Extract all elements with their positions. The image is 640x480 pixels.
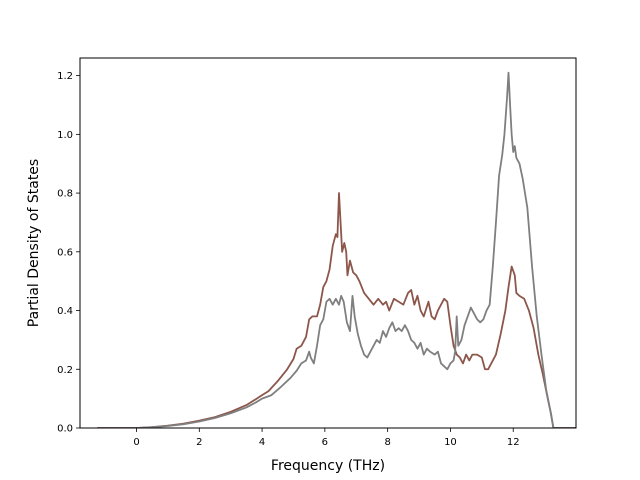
x-tick-label: 10: [444, 437, 457, 448]
y-tick-label: 0.4: [57, 306, 73, 317]
y-tick-label: 1.0: [57, 130, 73, 141]
y-tick-label: 0.6: [57, 247, 73, 258]
series-line-1: [97, 192, 576, 428]
x-tick-label: 8: [384, 437, 390, 448]
y-tick-label: 0.2: [57, 365, 73, 376]
series-layer: [97, 71, 576, 428]
x-tick-label: 6: [322, 437, 328, 448]
y-tick-label: 0.0: [57, 424, 73, 435]
x-tick-label: 0: [133, 437, 139, 448]
x-tick-label: 12: [507, 437, 520, 448]
x-axis-label: Frequency (THz): [271, 458, 385, 474]
series-line-2: [97, 71, 576, 428]
y-axis-ticks: 0.0 0.2 0.4 0.6 0.8 1.0 1.2: [57, 71, 80, 435]
y-tick-label: 1.2: [57, 71, 73, 82]
y-axis-label: Partial Density of States: [26, 159, 42, 327]
x-tick-label: 4: [259, 437, 265, 448]
plot-frame: [79, 57, 577, 429]
y-tick-label: 0.8: [57, 189, 73, 200]
x-tick-label: 2: [196, 437, 202, 448]
x-axis-ticks: 0 2 4 6 8 10 12: [133, 428, 520, 448]
